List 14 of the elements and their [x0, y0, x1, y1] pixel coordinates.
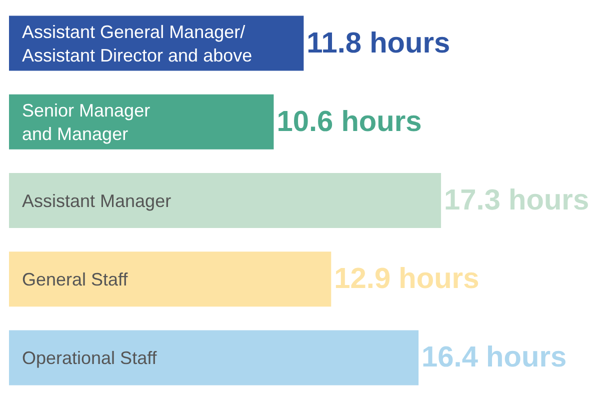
- data-label: 17.3 hours: [444, 184, 590, 216]
- y-tick-label: General Staff: [22, 269, 129, 290]
- bar: [9, 252, 332, 307]
- data-label: 12.9 hours: [334, 263, 480, 296]
- bar: [9, 330, 419, 386]
- data-label: 11.8 hours: [306, 27, 450, 60]
- bar: [9, 94, 274, 150]
- y-tick-label: Senior Manager and Manager: [22, 100, 150, 144]
- y-tick-label: Operational Staff: [22, 348, 158, 368]
- y-tick-label: Assistant Manager: [22, 190, 172, 211]
- y-tick-label: Assistant General Manager/ Assistant Director and above: [22, 22, 252, 66]
- data-label: 16.4 hours: [422, 342, 567, 374]
- data-label: 10.6 hours: [276, 106, 422, 138]
- bar: [9, 172, 442, 228]
